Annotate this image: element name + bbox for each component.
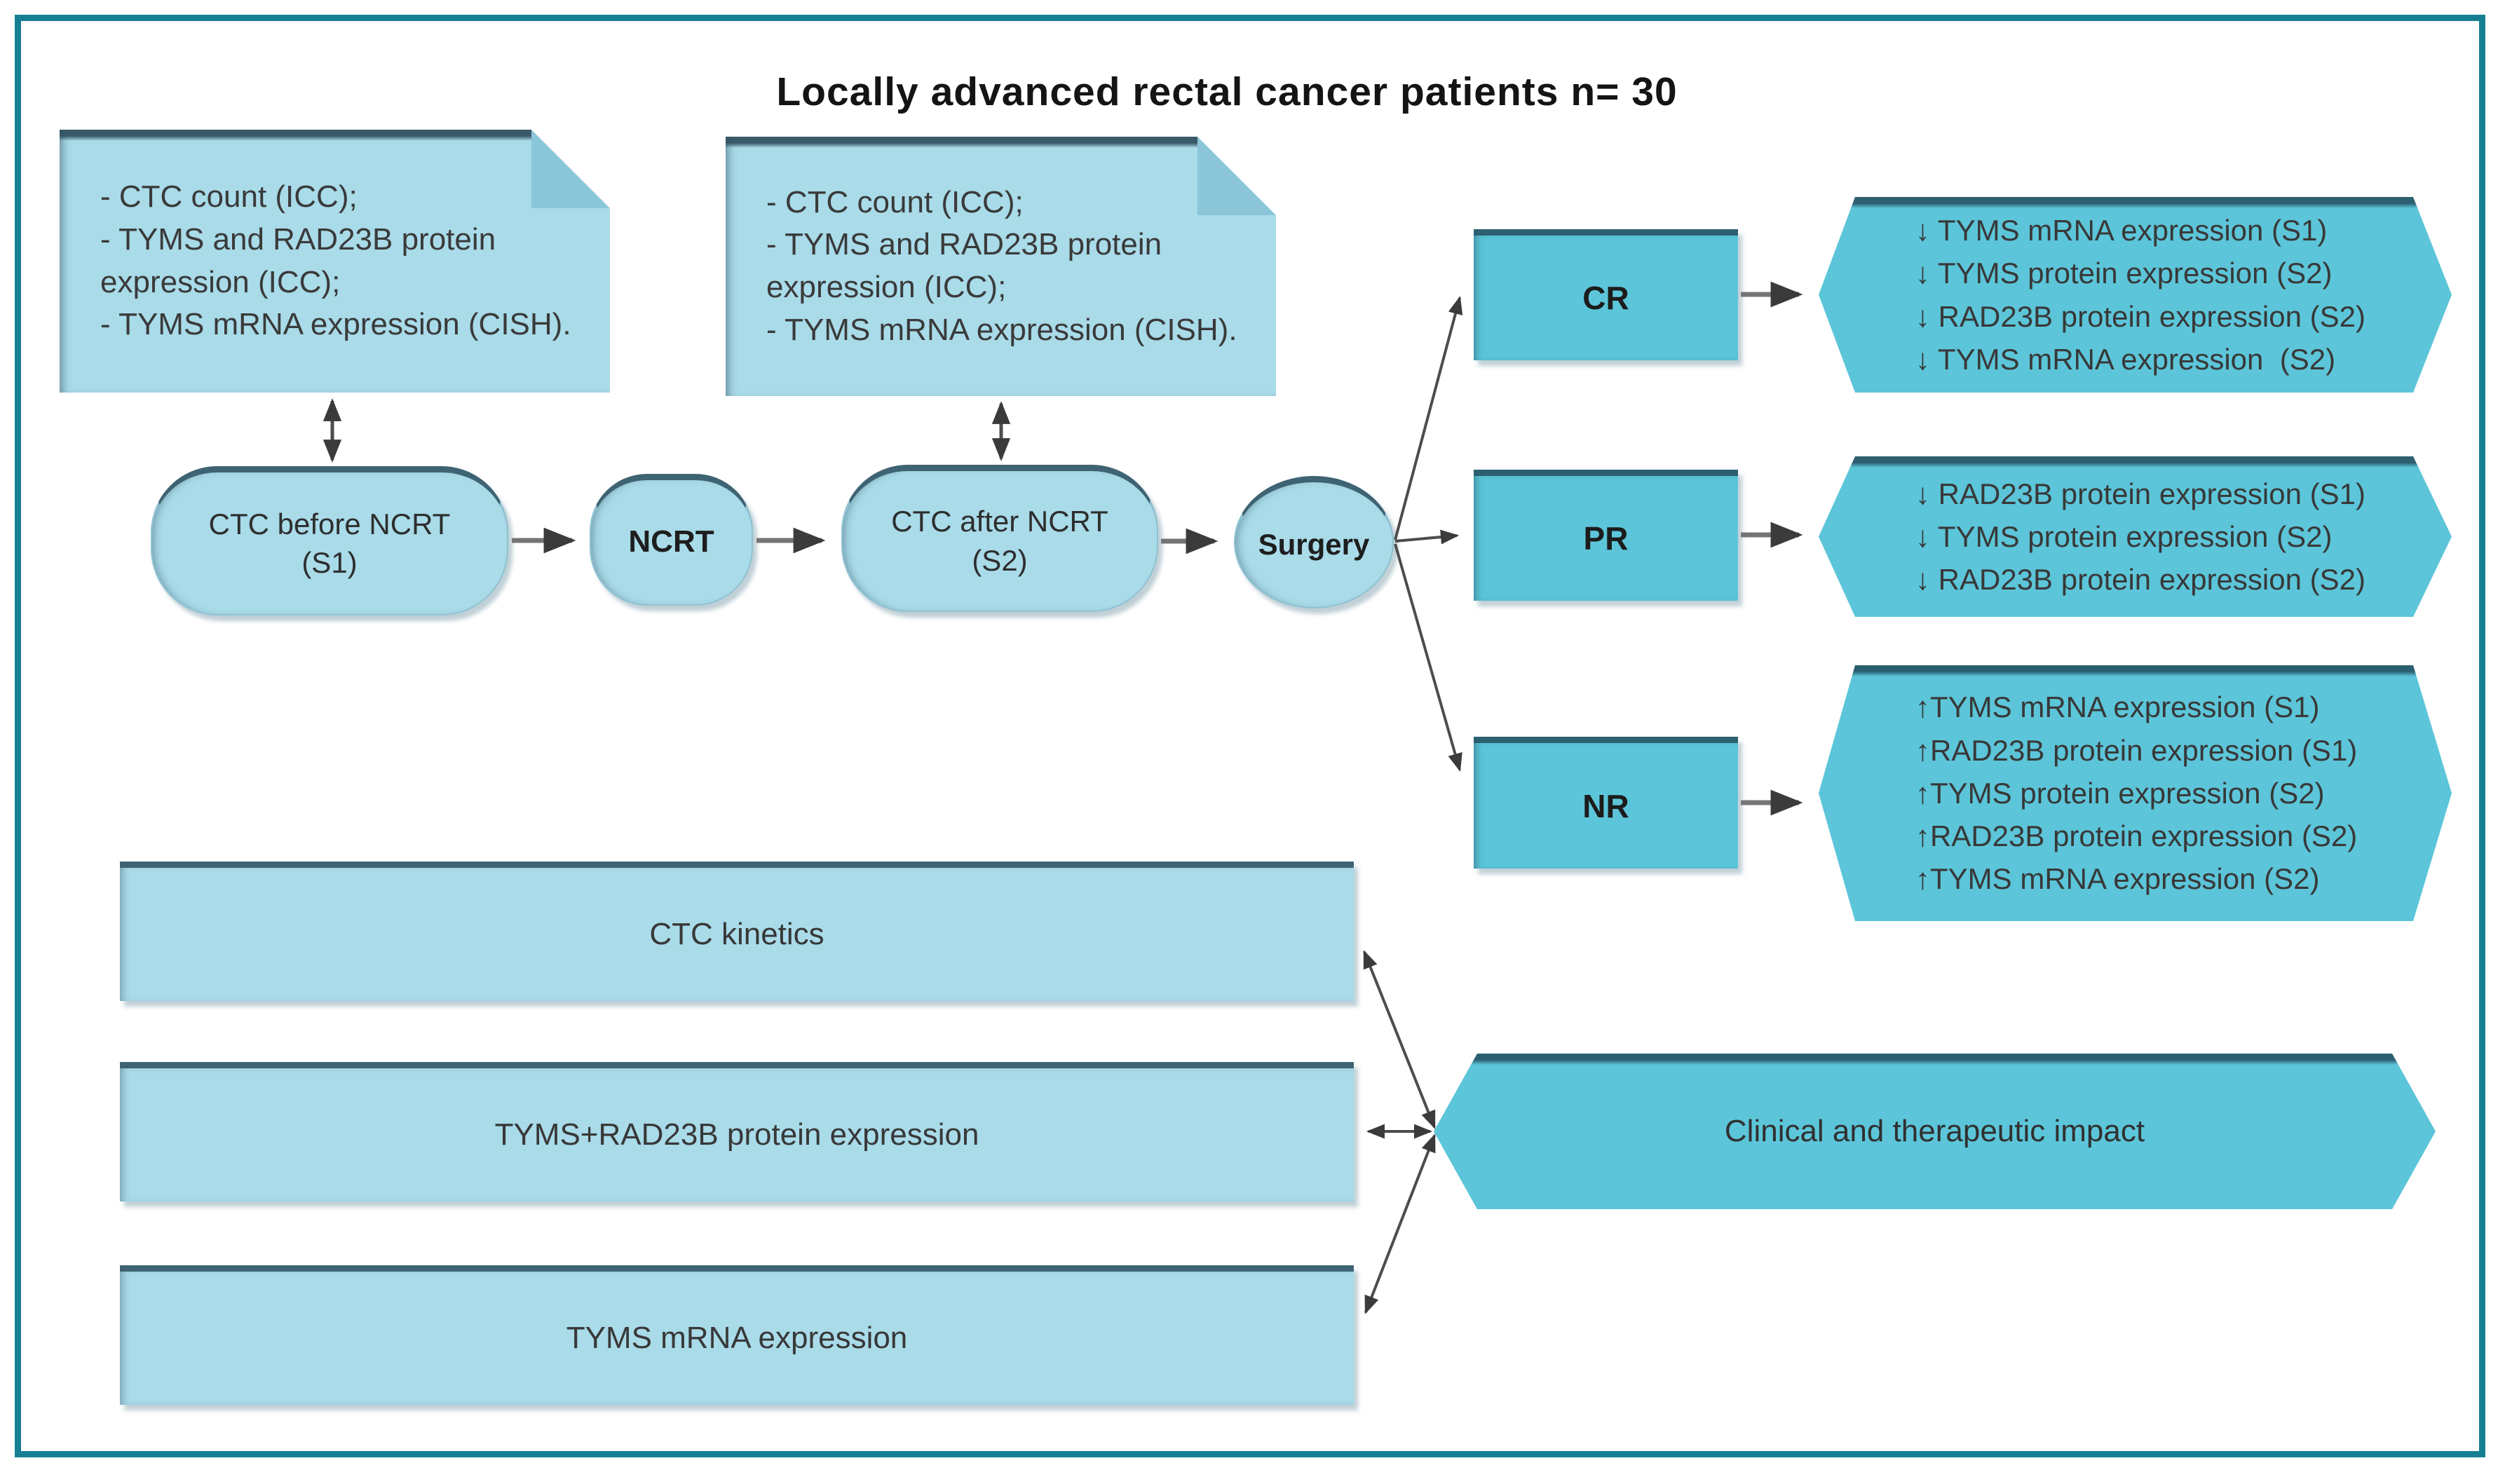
flow-node-surgery: Surgery — [1234, 476, 1394, 608]
biomarker-box-tyms-rad23b-protein: TYMS+RAD23B protein expression — [120, 1062, 1354, 1202]
note-box-s2-assays: - CTC count (ICC); - TYMS and RAD23B pro… — [726, 137, 1276, 396]
note-line: - TYMS mRNA expression (CISH). — [100, 307, 571, 342]
result-hexagon-pr: ↓ RAD23B protein expression (S1) ↓ TYMS … — [1819, 456, 2452, 617]
outcome-box-nr: NR — [1474, 737, 1738, 869]
result-hexagon-nr: ↑TYMS mRNA expression (S1) ↑RAD23B prote… — [1819, 665, 2452, 921]
effect-line: ↑TYMS mRNA expression (S2) — [1915, 862, 2320, 896]
note-box-s1-assays: - CTC count (ICC); - TYMS and RAD23B pro… — [60, 130, 610, 393]
flow-node-label: NCRT — [628, 524, 714, 559]
effect-line: ↓ TYMS mRNA expression (S2) — [1915, 342, 2336, 376]
biomarker-box-ctc-kinetics: CTC kinetics — [120, 862, 1354, 1001]
outcome-label: NR — [1582, 787, 1629, 824]
effect-line: ↓ TYMS mRNA expression (S1) — [1915, 213, 2328, 247]
note-line: - TYMS and RAD23B protein — [766, 227, 1162, 262]
effect-line: ↓ RAD23B protein expression (S2) — [1915, 299, 2365, 333]
flow-node-label: (S1) — [301, 546, 358, 579]
biomarker-label: TYMS+RAD23B protein expression — [494, 1117, 979, 1152]
outcome-label: CR — [1582, 280, 1629, 316]
note-line: - CTC count (ICC); — [100, 179, 358, 215]
outcome-box-cr: CR — [1474, 229, 1738, 360]
effect-line: ↓ RAD23B protein expression (S1) — [1915, 477, 2365, 510]
note-line: - CTC count (ICC); — [766, 184, 1024, 219]
effect-line: ↓ TYMS protein expression (S2) — [1915, 519, 2333, 553]
impact-hexagon: Clinical and therapeutic impact — [1434, 1054, 2436, 1209]
effect-line: ↑TYMS protein expression (S2) — [1915, 776, 2325, 810]
impact-label: Clinical and therapeutic impact — [1724, 1114, 2145, 1148]
biomarker-box-tyms-mrna: TYMS mRNA expression — [120, 1265, 1354, 1405]
note-line: expression (ICC); — [100, 264, 341, 299]
effect-line: ↓ RAD23B protein expression (S2) — [1915, 563, 2365, 597]
flow-node-label: CTC after NCRT — [891, 505, 1108, 538]
biomarker-label: CTC kinetics — [649, 917, 824, 951]
flow-node-label: Surgery — [1258, 528, 1370, 561]
flow-node-label: CTC before NCRT — [208, 507, 451, 540]
outcome-box-pr: PR — [1474, 470, 1738, 601]
flow-node-ncrt: NCRT — [590, 474, 753, 606]
flow-node-ctc-after-ncrt: CTC after NCRT (S2) — [841, 465, 1158, 612]
biomarker-label: TYMS mRNA expression — [566, 1321, 908, 1355]
effect-line: ↑TYMS mRNA expression (S1) — [1915, 690, 2320, 724]
note-line: - TYMS and RAD23B protein — [100, 222, 496, 257]
note-line: expression (ICC); — [766, 270, 1007, 304]
flow-node-ctc-before-ncrt: CTC before NCRT (S1) — [151, 466, 508, 615]
figure-title: Locally advanced rectal cancer patients … — [776, 69, 1678, 114]
outcome-label: PR — [1583, 520, 1629, 557]
result-hexagon-cr: ↓ TYMS mRNA expression (S1) ↓ TYMS prote… — [1819, 197, 2452, 393]
effect-line: ↑RAD23B protein expression (S1) — [1915, 733, 2358, 767]
note-line: - TYMS mRNA expression (CISH). — [766, 312, 1237, 347]
effect-line: ↑RAD23B protein expression (S2) — [1915, 819, 2358, 853]
effect-line: ↓ TYMS protein expression (S2) — [1915, 257, 2333, 290]
flow-node-label: (S2) — [972, 543, 1028, 577]
